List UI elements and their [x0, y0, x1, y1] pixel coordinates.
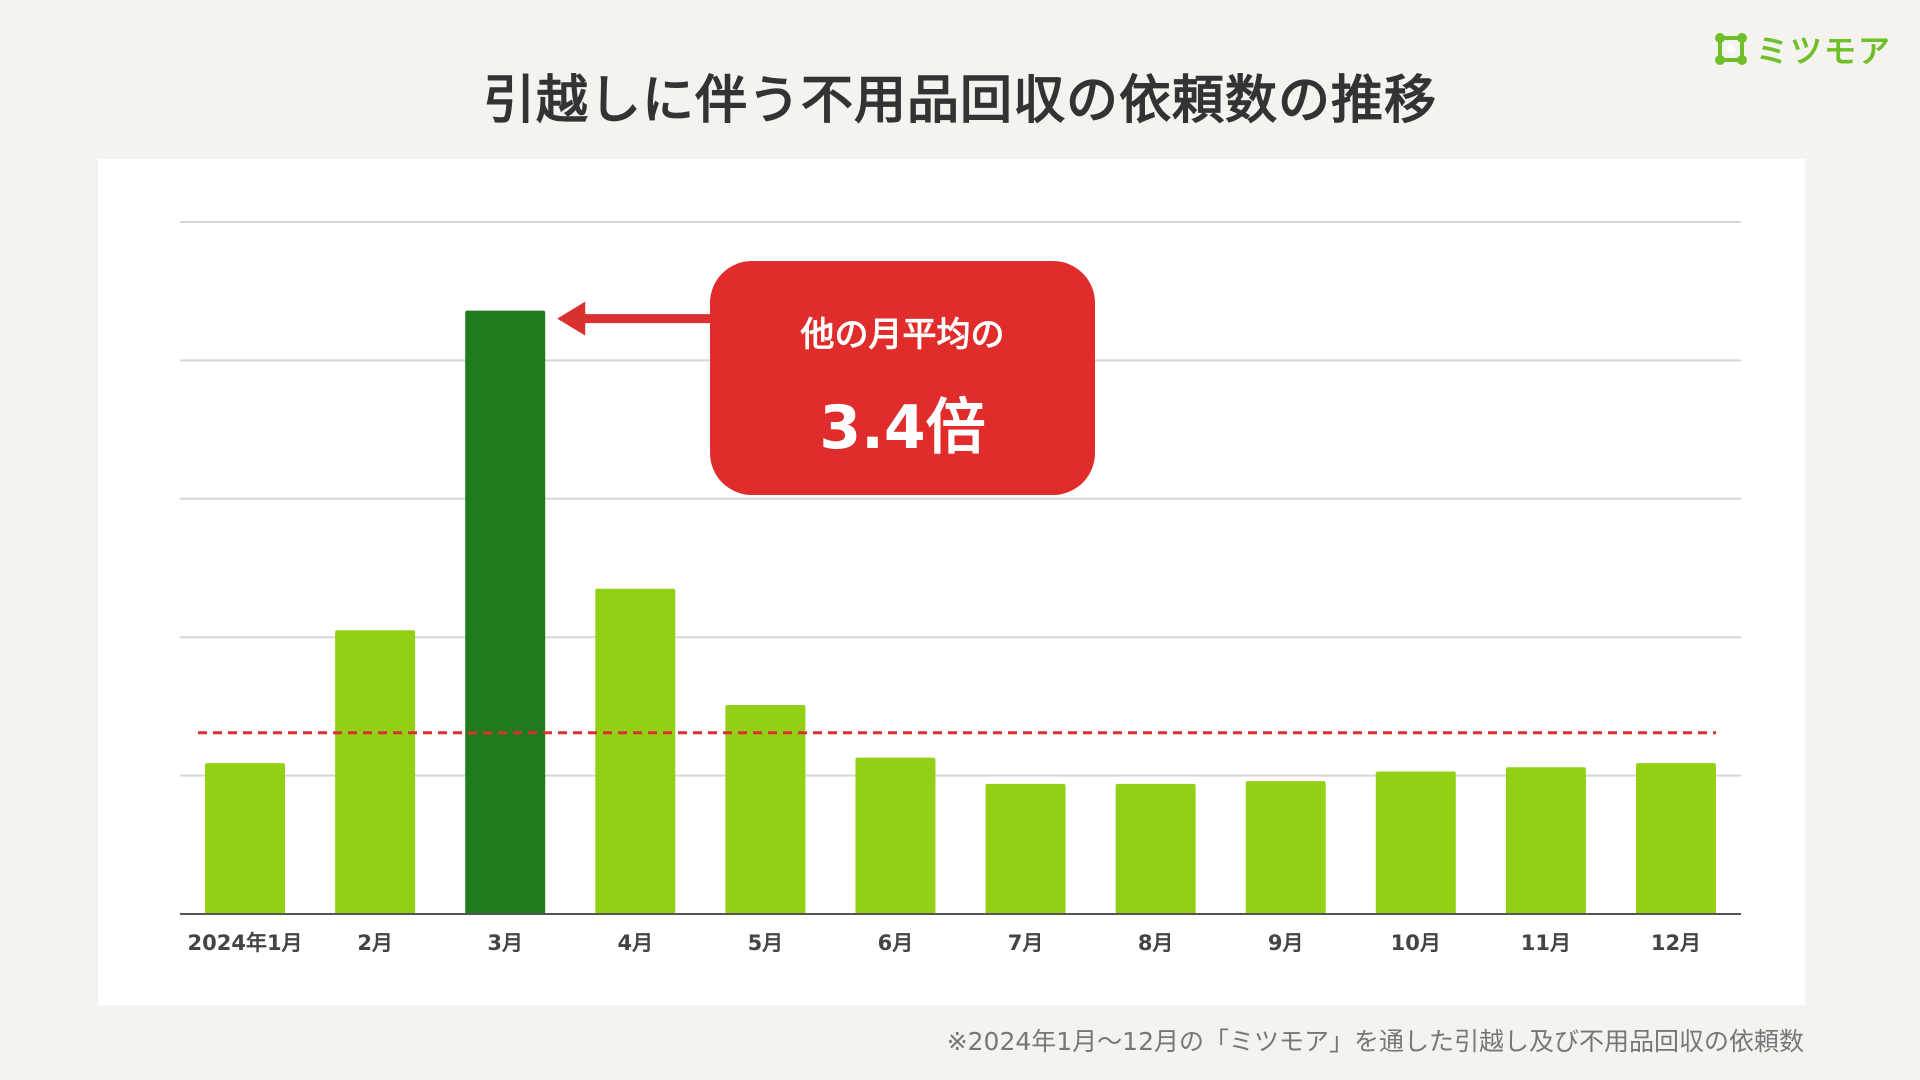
x-tick-label-11: 11月 — [1521, 931, 1571, 955]
bar-6 — [855, 757, 936, 914]
page-title: 引越しに伴う不用品回収の依頼数の推移 — [482, 71, 1437, 131]
logo: ミツモア — [1714, 26, 1892, 72]
mitsumore-logo-icon — [1714, 33, 1747, 65]
callout-box: 他の月平均の 3.4倍 — [710, 261, 1095, 495]
x-tick-label-5: 5月 — [748, 931, 784, 955]
bar-8 — [1115, 783, 1196, 914]
x-tick-label-2: 2月 — [357, 931, 393, 955]
bar-3 — [465, 310, 546, 914]
bar-1 — [205, 763, 286, 914]
x-tick-label-9: 9月 — [1268, 931, 1304, 955]
x-tick-label-7: 7月 — [1008, 931, 1044, 955]
bar-11 — [1505, 767, 1586, 914]
callout-text: 他の月平均の — [800, 315, 1005, 355]
bar-chart: 2024年1月 2月 3月 4月 5月 6月 7月 8月 9月 10月 11月 12月 — [180, 221, 1741, 955]
bar-2 — [335, 630, 416, 914]
callout-arrow-head — [557, 301, 586, 336]
callout-multiplier: 3.4倍 — [819, 393, 986, 463]
bar-10 — [1375, 771, 1456, 914]
bar-5 — [725, 705, 806, 914]
x-tick-label-3: 3月 — [487, 931, 523, 955]
x-tick-label-10: 10月 — [1391, 931, 1441, 955]
x-tick-label-12: 12月 — [1651, 931, 1701, 955]
bar-9 — [1245, 781, 1326, 914]
x-tick-label-6: 6月 — [878, 931, 914, 955]
x-tick-label-4: 4月 — [617, 931, 653, 955]
bar-7 — [985, 783, 1066, 914]
x-tick-label-1: 2024年1月 — [188, 931, 303, 955]
footnote: ※2024年1月〜12月の「ミツモア」を通した引越し及び不用品回収の依頼数 — [946, 1027, 1804, 1056]
logo-text: ミツモア — [1755, 32, 1892, 70]
bar-4 — [595, 588, 676, 914]
x-tick-label-8: 8月 — [1138, 931, 1174, 955]
bar-12 — [1635, 763, 1716, 914]
